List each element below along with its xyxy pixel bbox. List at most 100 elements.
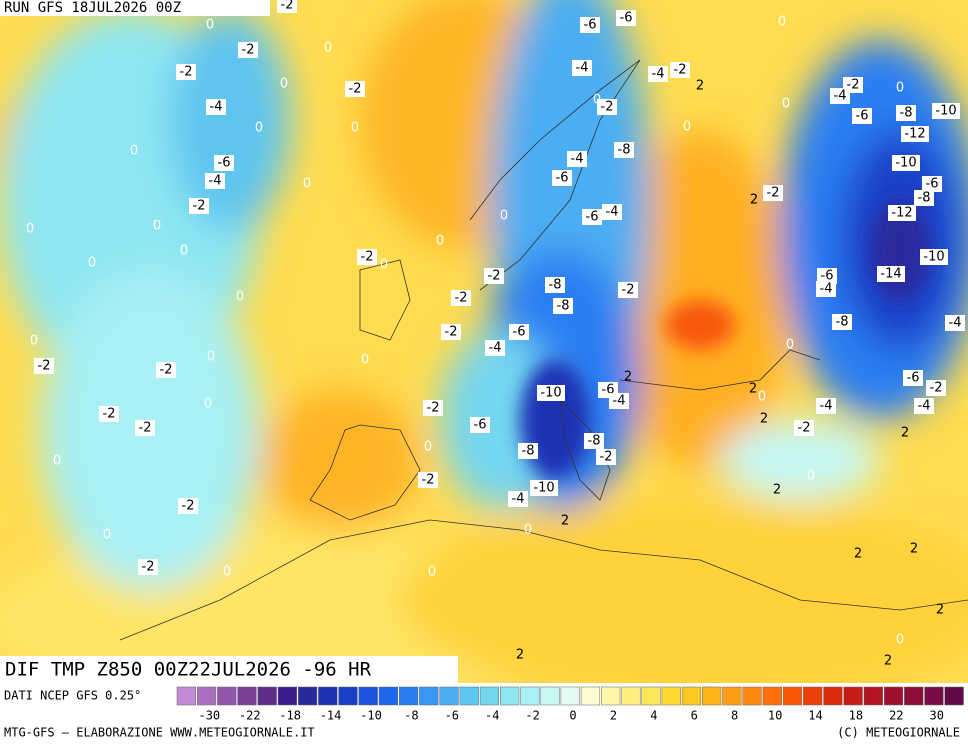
contour-label-box — [648, 66, 668, 82]
contour-label-box — [614, 142, 634, 158]
contour-label: 0 — [255, 121, 263, 136]
contour-label-box — [470, 417, 490, 433]
contour-label-box — [451, 290, 471, 306]
contour-label: -10 — [935, 104, 956, 119]
colorbar-swatch — [479, 686, 500, 706]
contour-label-box — [99, 406, 119, 422]
contour-label-box — [794, 420, 814, 436]
colorbar-swatch — [601, 686, 621, 706]
contour-label: 2 — [696, 79, 704, 94]
contour-label: -2 — [193, 199, 206, 214]
contour-label: -6 — [586, 210, 599, 225]
contour-label: 0 — [180, 244, 188, 259]
colorbar-swatch — [641, 686, 661, 706]
contour-label-box — [484, 268, 504, 284]
contour-label-box — [602, 204, 622, 220]
contour-label: -2 — [422, 473, 435, 488]
colorbar-swatch — [520, 686, 540, 706]
colorbar-swatch — [661, 686, 681, 706]
colorbar-swatch — [297, 686, 318, 706]
colorbar-label: 14 — [808, 709, 822, 723]
colorbar-label: 22 — [889, 709, 903, 723]
colorbar-swatch — [196, 686, 217, 706]
contour-label: 0 — [500, 209, 508, 224]
contour-label: 0 — [782, 97, 790, 112]
colorbar-swatch — [722, 686, 742, 706]
contour-label: 0 — [207, 350, 215, 365]
colorbar-swatch — [883, 686, 904, 706]
contour-label: -8 — [918, 191, 931, 206]
colorbar-swatch — [944, 686, 964, 706]
colorbar-swatch — [681, 686, 702, 706]
contour-label-box — [914, 190, 934, 206]
contour-label: -10 — [533, 481, 554, 496]
contour-label: -2 — [281, 0, 294, 13]
contour-label: -2 — [139, 421, 152, 436]
contour-label-box — [582, 209, 602, 225]
colorbar-swatch — [702, 686, 722, 706]
contour-label: 0 — [758, 390, 766, 405]
contour-label: -10 — [895, 156, 916, 171]
contour-label-box — [423, 400, 443, 416]
colorbar-label: 2 — [610, 709, 617, 723]
contour-label-box — [832, 314, 852, 330]
contour-label-box — [537, 385, 565, 401]
colorbar-swatch — [338, 686, 358, 706]
contour-label-box — [277, 0, 297, 13]
contour-label: -4 — [613, 394, 626, 409]
colorbar-label: 10 — [768, 709, 782, 723]
contour-label: -2 — [427, 401, 440, 416]
colorbar-swatch — [439, 686, 459, 706]
colorbar-swatch — [560, 686, 580, 706]
contour-label: 2 — [854, 547, 862, 562]
contour-label-box — [580, 17, 600, 33]
colorbar-swatch — [580, 686, 601, 706]
colorbar-swatch — [399, 686, 419, 706]
contour-label: 0 — [424, 440, 432, 455]
contour-label: 0 — [351, 121, 359, 136]
contour-label-box — [920, 249, 948, 265]
contour-label: 2 — [516, 648, 524, 663]
contour-label: -4 — [512, 492, 525, 507]
contour-label: -6 — [556, 171, 569, 186]
contour-label: 0 — [683, 120, 691, 135]
contour-label: 0 — [204, 397, 212, 412]
contour-label: -8 — [900, 106, 913, 121]
contour-label: 0 — [280, 77, 288, 92]
contour-label: -2 — [601, 100, 614, 115]
map-field — [0, 0, 968, 683]
contour-label: -4 — [820, 399, 833, 414]
contour-label: -6 — [513, 325, 526, 340]
contour-label: 0 — [786, 338, 794, 353]
contour-label-box — [670, 62, 690, 78]
contour-label: 2 — [561, 514, 569, 529]
contour-label: -10 — [540, 386, 561, 401]
contour-label: -8 — [588, 434, 601, 449]
colorbar-label: -2 — [525, 709, 539, 723]
contour-label: -2 — [767, 186, 780, 201]
contour-label-box — [189, 198, 209, 214]
contour-label: -2 — [930, 381, 943, 396]
contour-label-box — [763, 185, 783, 201]
contour-label-box — [892, 155, 920, 171]
contour-label: -8 — [836, 315, 849, 330]
contour-label-box — [903, 370, 923, 386]
map-title: DIF TMP Z850 00Z22JUL2026 -96 HR — [5, 659, 372, 681]
colorbar-label: -10 — [360, 709, 382, 723]
contour-label-box — [852, 108, 872, 124]
footer-left: MTG-GFS — ELABORAZIONE WWW.METEOGIORNALE… — [4, 726, 315, 740]
contour-label: -6 — [856, 109, 869, 124]
contour-label-box — [206, 99, 226, 115]
contour-label: -6 — [620, 11, 633, 26]
contour-label: -2 — [349, 82, 362, 97]
contour-label-box — [922, 176, 942, 192]
contour-label-box — [914, 398, 934, 414]
contour-label: 0 — [324, 41, 332, 56]
contour-label: 0 — [88, 256, 96, 271]
contour-label-box — [816, 281, 836, 297]
contour-label-box — [597, 99, 617, 115]
colorbar-swatch — [843, 686, 863, 706]
contour-label: 2 — [884, 654, 892, 669]
colorbar-swatch — [237, 686, 257, 706]
